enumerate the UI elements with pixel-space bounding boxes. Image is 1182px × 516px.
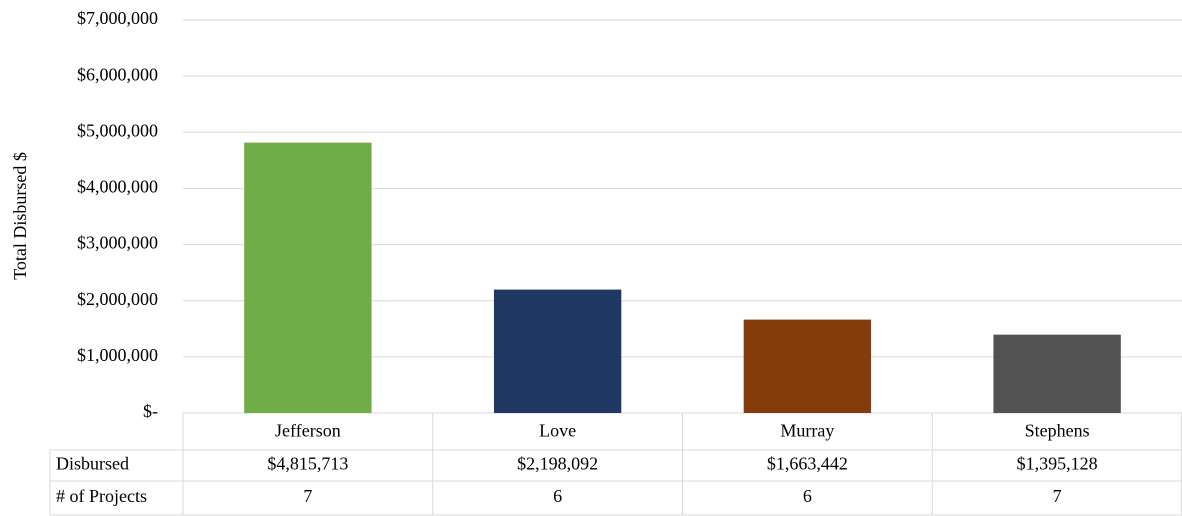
y-tick-label: $- bbox=[143, 401, 158, 421]
y-tick-label: $1,000,000 bbox=[77, 345, 158, 365]
bar bbox=[743, 319, 872, 413]
y-tick-label: $7,000,000 bbox=[77, 8, 158, 28]
y-tick-label: $2,000,000 bbox=[77, 289, 158, 309]
row-label: Disbursed bbox=[56, 454, 129, 474]
x-tick-label: Stephens bbox=[1025, 421, 1090, 441]
value-label: $1,663,442 bbox=[767, 454, 848, 474]
project-count: 7 bbox=[1053, 486, 1062, 506]
y-tick-label: $4,000,000 bbox=[77, 177, 158, 197]
x-tick-label: Murray bbox=[780, 421, 834, 441]
y-tick-label: $3,000,000 bbox=[77, 233, 158, 253]
y-axis-label: Total Disbursed $ bbox=[10, 152, 30, 280]
bar bbox=[493, 289, 622, 413]
x-tick-label: Jefferson bbox=[275, 421, 341, 441]
row-label: # of Projects bbox=[56, 486, 147, 506]
project-count: 6 bbox=[803, 486, 812, 506]
value-label: $1,395,128 bbox=[1017, 454, 1098, 474]
value-label: $4,815,713 bbox=[267, 454, 348, 474]
y-tick-label: $6,000,000 bbox=[77, 64, 158, 84]
bar bbox=[993, 334, 1121, 413]
x-tick-label: Love bbox=[539, 421, 576, 441]
y-tick-label: $5,000,000 bbox=[77, 120, 158, 140]
project-count: 7 bbox=[303, 486, 312, 506]
bar bbox=[244, 142, 372, 413]
project-count: 6 bbox=[553, 486, 562, 506]
value-label: $2,198,092 bbox=[517, 454, 598, 474]
